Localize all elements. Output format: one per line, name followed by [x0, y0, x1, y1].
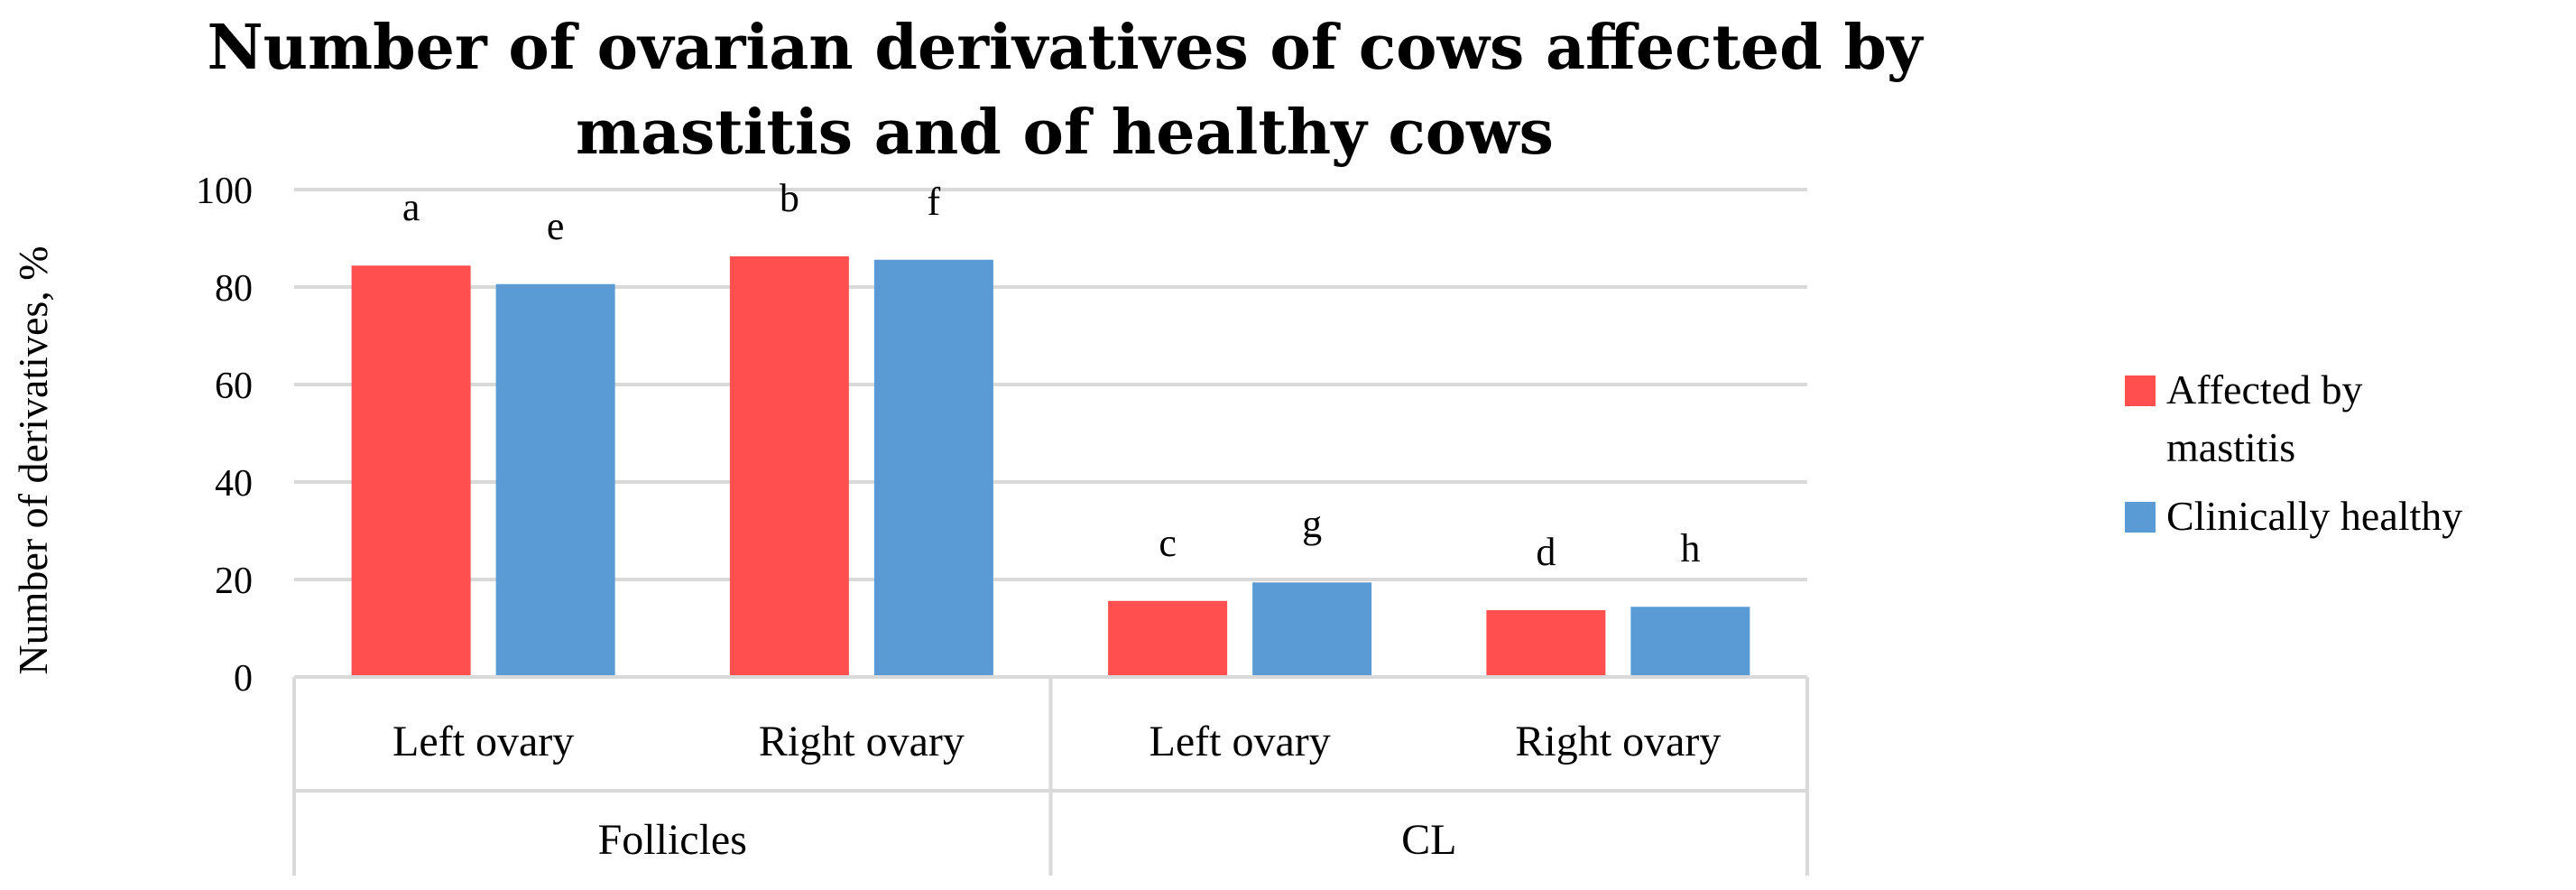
bar — [351, 265, 471, 677]
data-label: d — [1536, 530, 1556, 574]
bar — [1630, 607, 1750, 677]
group-label: Follicles — [598, 816, 747, 864]
y-tick-label: 0 — [234, 658, 253, 700]
bar — [873, 259, 993, 677]
data-label: f — [928, 180, 941, 224]
bars: a b c d e f g h — [351, 176, 1750, 677]
data-label: g — [1302, 502, 1322, 546]
bar — [495, 283, 615, 677]
y-axis-label: Number of derivatives, % — [10, 246, 56, 674]
data-label: c — [1159, 521, 1177, 565]
data-label: e — [547, 204, 565, 248]
legend-entry: Affected by mastitis — [2166, 366, 2363, 470]
chart-title: Number of ovarian derivatives of cows af… — [207, 12, 1923, 169]
y-tick-label: 100 — [196, 171, 253, 212]
bar — [1486, 610, 1606, 677]
legend: Affected by mastitis Clinically healthy — [2125, 366, 2462, 539]
y-tick-label: 20 — [215, 561, 253, 602]
legend-swatch — [2125, 375, 2156, 406]
legend-swatch — [2125, 502, 2156, 533]
group-label: CL — [1401, 816, 1456, 864]
data-label: h — [1680, 526, 1700, 570]
data-label: b — [780, 176, 799, 220]
bar — [1252, 582, 1372, 677]
x-tick-label: Right ovary — [759, 718, 965, 765]
x-tick-label: Right ovary — [1515, 718, 1721, 765]
x-tick-label: Left ovary — [392, 718, 574, 765]
bar — [1108, 600, 1228, 677]
data-label: a — [402, 185, 420, 229]
y-tick-label: 80 — [215, 268, 253, 310]
x-tick-label: Left ovary — [1150, 718, 1331, 765]
legend-entry: Clinically healthy — [2166, 493, 2462, 539]
axes: 0 20 40 60 80 100 Follicles CL Left ovary Right o… — [196, 171, 1809, 876]
y-tick-label: 40 — [215, 463, 253, 505]
bar — [729, 255, 849, 677]
y-tick-label: 60 — [215, 366, 253, 407]
